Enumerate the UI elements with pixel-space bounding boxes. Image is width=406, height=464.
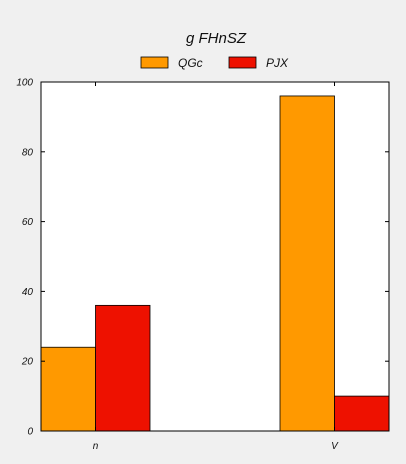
y-tick-label: 80 — [22, 147, 34, 158]
legend-swatch-pjx — [228, 56, 257, 69]
y-tick-label: 100 — [16, 78, 33, 89]
bar-qgc-v — [279, 95, 335, 432]
y-tick-label: 20 — [21, 357, 34, 368]
bar-qgc-n — [40, 346, 96, 432]
x-tick-label: n — [93, 441, 99, 452]
y-tick-label: 40 — [22, 287, 34, 298]
chart-title: g FHnSZ — [186, 30, 247, 47]
x-tick-label: V — [331, 441, 339, 452]
y-tick-label: 0 — [27, 427, 33, 438]
plot-frame — [40, 81, 390, 432]
legend-label-pjx: PJX — [266, 56, 289, 70]
bars-group — [40, 95, 390, 432]
legend: QGc PJX — [140, 56, 289, 70]
legend-label-qgc: QGc — [178, 56, 203, 70]
y-axis: 0 20 40 60 80 100 — [16, 78, 389, 438]
legend-swatch-qgc — [140, 56, 169, 69]
bar-pjx-v — [334, 395, 390, 432]
bar-pjx-n — [95, 304, 151, 432]
y-tick-label: 60 — [22, 217, 34, 228]
